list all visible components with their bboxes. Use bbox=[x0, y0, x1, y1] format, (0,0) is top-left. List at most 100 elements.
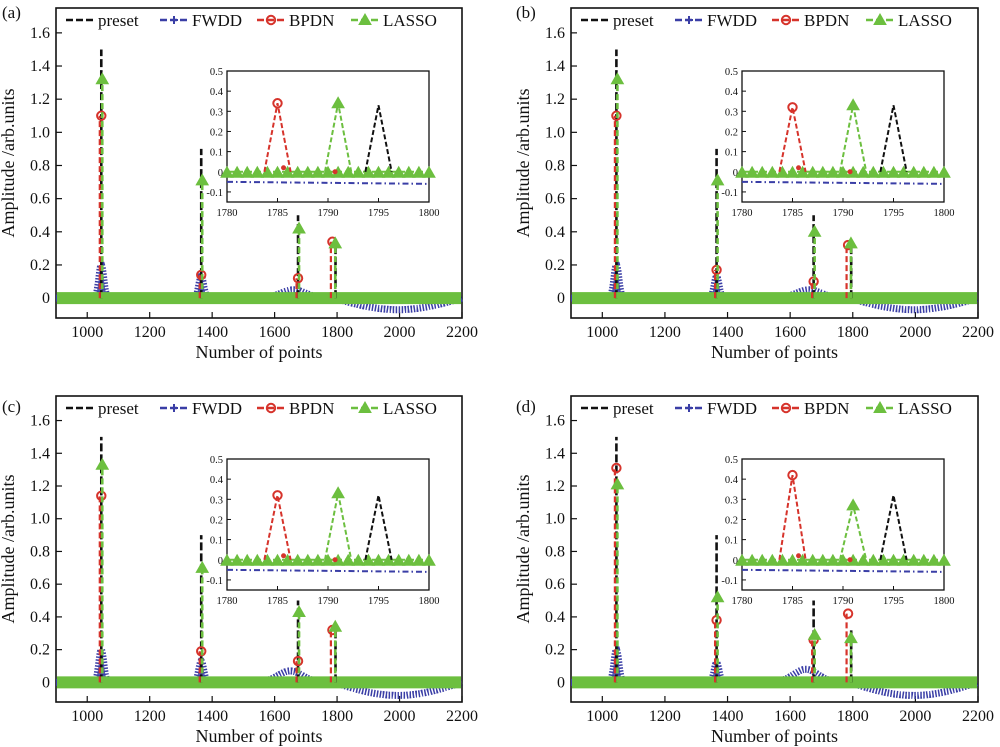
inset-x-tick-label: 1800 bbox=[934, 596, 955, 607]
inset-lasso-marker bbox=[401, 553, 416, 566]
plot-frame bbox=[55, 395, 463, 703]
inset-x-tick-label: 1795 bbox=[368, 208, 389, 219]
legend-label: preset bbox=[613, 11, 654, 30]
legend-label: LASSO bbox=[383, 399, 437, 418]
inset-preset-peak bbox=[364, 105, 393, 172]
inset-y-tick-label: 0.3 bbox=[210, 495, 223, 506]
inset-x-tick-label: 1785 bbox=[267, 208, 288, 219]
inset-lasso-marker bbox=[836, 553, 850, 566]
inset-lasso-marker bbox=[290, 165, 305, 178]
y-tick-label: 0.2 bbox=[30, 642, 50, 659]
inset-lasso-marker bbox=[260, 553, 275, 566]
inset-bpdn-point bbox=[847, 169, 853, 175]
lasso-peak-marker bbox=[844, 236, 858, 249]
bpdn-peak-marker bbox=[611, 110, 622, 121]
panel-2: (b) 0 0.2 0.4 0.6 0.8 1.0 1.2 1.4 1.6 1000 1200 1400… bbox=[513, 3, 994, 362]
y-tick-label: 0.6 bbox=[545, 576, 565, 593]
inset-frame bbox=[741, 458, 945, 591]
inset-lasso-marker bbox=[321, 165, 335, 178]
inset-lasso-peak-marker bbox=[331, 486, 345, 499]
y-tick-label: 0.8 bbox=[30, 543, 50, 560]
legend-item-preset: preset bbox=[581, 11, 654, 30]
inset-y-tick-label: 0.1 bbox=[210, 536, 223, 547]
x-tick-label: 1000 bbox=[586, 708, 618, 725]
inset-lasso-marker bbox=[391, 553, 406, 566]
legend-item-bpdn: BPDN bbox=[772, 11, 849, 30]
x-axis-label: Number of points bbox=[196, 342, 323, 362]
lasso-peak-marker bbox=[710, 173, 725, 186]
inset-lasso-marker bbox=[755, 165, 770, 178]
legend-swatch-marker bbox=[358, 400, 372, 413]
inset-lasso-marker bbox=[856, 165, 871, 178]
inset-y-tick-label: 0.2 bbox=[725, 515, 738, 526]
inset-lasso-marker bbox=[937, 165, 951, 178]
x-tick-label: 1200 bbox=[134, 708, 166, 725]
inset-preset-peak bbox=[879, 105, 908, 172]
panel-label: (b) bbox=[516, 3, 536, 22]
y-tick-label: 1.4 bbox=[30, 58, 50, 75]
inset-lasso-marker bbox=[906, 553, 921, 566]
inset-lasso-marker bbox=[866, 553, 881, 566]
inset-lasso-marker bbox=[290, 553, 305, 566]
inset-y-tick-label: -0.1 bbox=[721, 576, 738, 587]
inset-lasso-marker bbox=[250, 165, 265, 178]
x-tick-label: 1600 bbox=[259, 708, 291, 725]
inset-lasso-peak-marker bbox=[846, 98, 860, 111]
panel-4: (d) 0 0.2 0.4 0.6 0.8 1.0 1.2 1.4 1.6 1000 1200 1400… bbox=[513, 395, 994, 746]
inset-y-tick-label: 0.5 bbox=[210, 455, 223, 466]
inset-lasso-marker bbox=[361, 553, 376, 566]
bpdn-peak-marker bbox=[196, 646, 207, 657]
bpdn-peak-marker bbox=[292, 655, 304, 667]
inset-y-tick-label: 0.2 bbox=[210, 515, 223, 526]
inset-lasso-marker bbox=[391, 165, 406, 178]
legend-label: BPDN bbox=[804, 399, 849, 418]
inset-y-tick-label: 0.5 bbox=[210, 67, 223, 78]
inset-lasso-marker bbox=[775, 165, 790, 178]
y-tick-label: 0.2 bbox=[545, 257, 565, 274]
legend-swatch-marker bbox=[265, 402, 277, 414]
inset-frame bbox=[226, 70, 430, 203]
bpdn-peak-marker bbox=[292, 273, 304, 284]
lasso-baseline-band bbox=[572, 676, 977, 689]
inset-lasso-marker bbox=[300, 165, 315, 178]
y-tick-label: 0 bbox=[557, 290, 565, 307]
inset-lasso-marker bbox=[240, 165, 255, 178]
inset-chart: -0.1 0 0.1 0.2 0.3 0.4 0.5 1780 1785 1790 1795 1800 bbox=[206, 67, 439, 219]
inset-lasso-marker bbox=[927, 165, 941, 178]
legend-swatch-marker bbox=[358, 12, 372, 25]
x-tick-label: 1800 bbox=[837, 324, 869, 341]
inset-x-tick-label: 1780 bbox=[217, 208, 238, 219]
inset-lasso-marker bbox=[371, 165, 386, 178]
inset-bpdn-peak bbox=[263, 495, 292, 560]
x-tick-label: 2200 bbox=[962, 324, 994, 341]
legend-label: FWDD bbox=[192, 11, 242, 30]
inset-x-tick-label: 1790 bbox=[833, 596, 854, 607]
inset-lasso-marker bbox=[401, 165, 416, 178]
inset-y-tick-label: 0.3 bbox=[725, 495, 738, 506]
inset-chart: -0.1 0 0.1 0.2 0.3 0.4 0.5 1780 1785 1790 1795 1800 bbox=[721, 455, 954, 607]
inset-lasso-marker bbox=[422, 165, 436, 178]
x-tick-label: 1000 bbox=[71, 708, 103, 725]
inset-lasso-marker bbox=[230, 165, 244, 178]
legend: preset FWDD BPDN LASSO bbox=[66, 11, 437, 30]
x-tick-label: 2000 bbox=[899, 324, 931, 341]
inset-lasso-marker bbox=[361, 165, 376, 178]
lasso-peak-marker bbox=[292, 604, 306, 617]
legend-item-fwdd: FWDD bbox=[160, 11, 242, 30]
x-tick-label: 1800 bbox=[321, 708, 353, 725]
legend-swatch-marker bbox=[265, 14, 277, 26]
inset-lasso-marker bbox=[876, 165, 891, 178]
legend-item-lasso: LASSO bbox=[866, 11, 952, 30]
inset-lasso-marker bbox=[220, 165, 234, 178]
inset-lasso-marker bbox=[412, 553, 426, 566]
legend-item-preset: preset bbox=[66, 399, 139, 418]
inset-x-tick-label: 1785 bbox=[782, 596, 803, 607]
y-tick-label: 1.4 bbox=[545, 445, 565, 462]
y-tick-label: 1.2 bbox=[30, 91, 50, 108]
lasso-peak-marker bbox=[292, 221, 306, 234]
x-tick-label: 2000 bbox=[384, 708, 416, 725]
legend-swatch-marker bbox=[685, 16, 693, 24]
legend-swatch-marker bbox=[873, 12, 887, 25]
inset-lasso-marker bbox=[927, 553, 941, 566]
lasso-peak-marker bbox=[328, 236, 343, 249]
